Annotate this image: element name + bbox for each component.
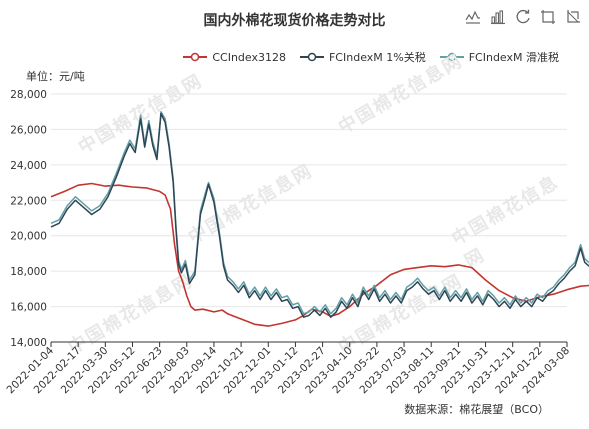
y-tick-label: 22,000 xyxy=(10,195,47,207)
legend-label-fcindex-1pct: FCIndexM 1%关税 xyxy=(328,51,426,64)
bar-chart-icon[interactable] xyxy=(490,9,506,25)
legend-item-fcindex-1pct[interactable]: FCIndexM 1%关税 xyxy=(299,49,426,65)
chart-toolbox xyxy=(465,9,581,25)
y-axis-unit: 单位：元/吨 xyxy=(26,70,85,83)
series-line-fcindex-1pct xyxy=(50,112,589,318)
y-tick-label: 20,000 xyxy=(10,231,47,243)
data-source: 数据来源：棉花展望（BCO） xyxy=(404,403,549,416)
restore-icon[interactable] xyxy=(515,9,531,25)
zoom-reset-icon[interactable] xyxy=(565,9,581,25)
chart-legend: CCIndex3128 FCIndexM 1%关税 FCIndexM 滑准税 xyxy=(183,49,559,65)
y-tick-label: 24,000 xyxy=(10,160,47,172)
legend-item-fcindex-sliding[interactable]: FCIndexM 滑准税 xyxy=(439,49,559,65)
y-tick-label: 18,000 xyxy=(10,266,47,278)
legend-label-ccindex: CCIndex3128 xyxy=(212,50,286,64)
y-tick-label: 28,000 xyxy=(10,89,47,101)
legend-label-fcindex-sliding: FCIndexM 滑准税 xyxy=(468,51,559,64)
series-line-ccindex xyxy=(50,182,589,327)
line-chart-icon[interactable] xyxy=(465,9,481,25)
y-tick-label: 14,000 xyxy=(10,337,47,349)
legend-item-ccindex[interactable]: CCIndex3128 xyxy=(183,49,286,65)
series-line-fcindex-sliding xyxy=(50,110,589,315)
zoom-icon[interactable] xyxy=(540,9,556,25)
y-tick-label: 16,000 xyxy=(10,302,47,314)
y-tick-label: 26,000 xyxy=(10,124,47,136)
chart-title: 国内外棉花现货价格走势对比 xyxy=(203,13,386,29)
